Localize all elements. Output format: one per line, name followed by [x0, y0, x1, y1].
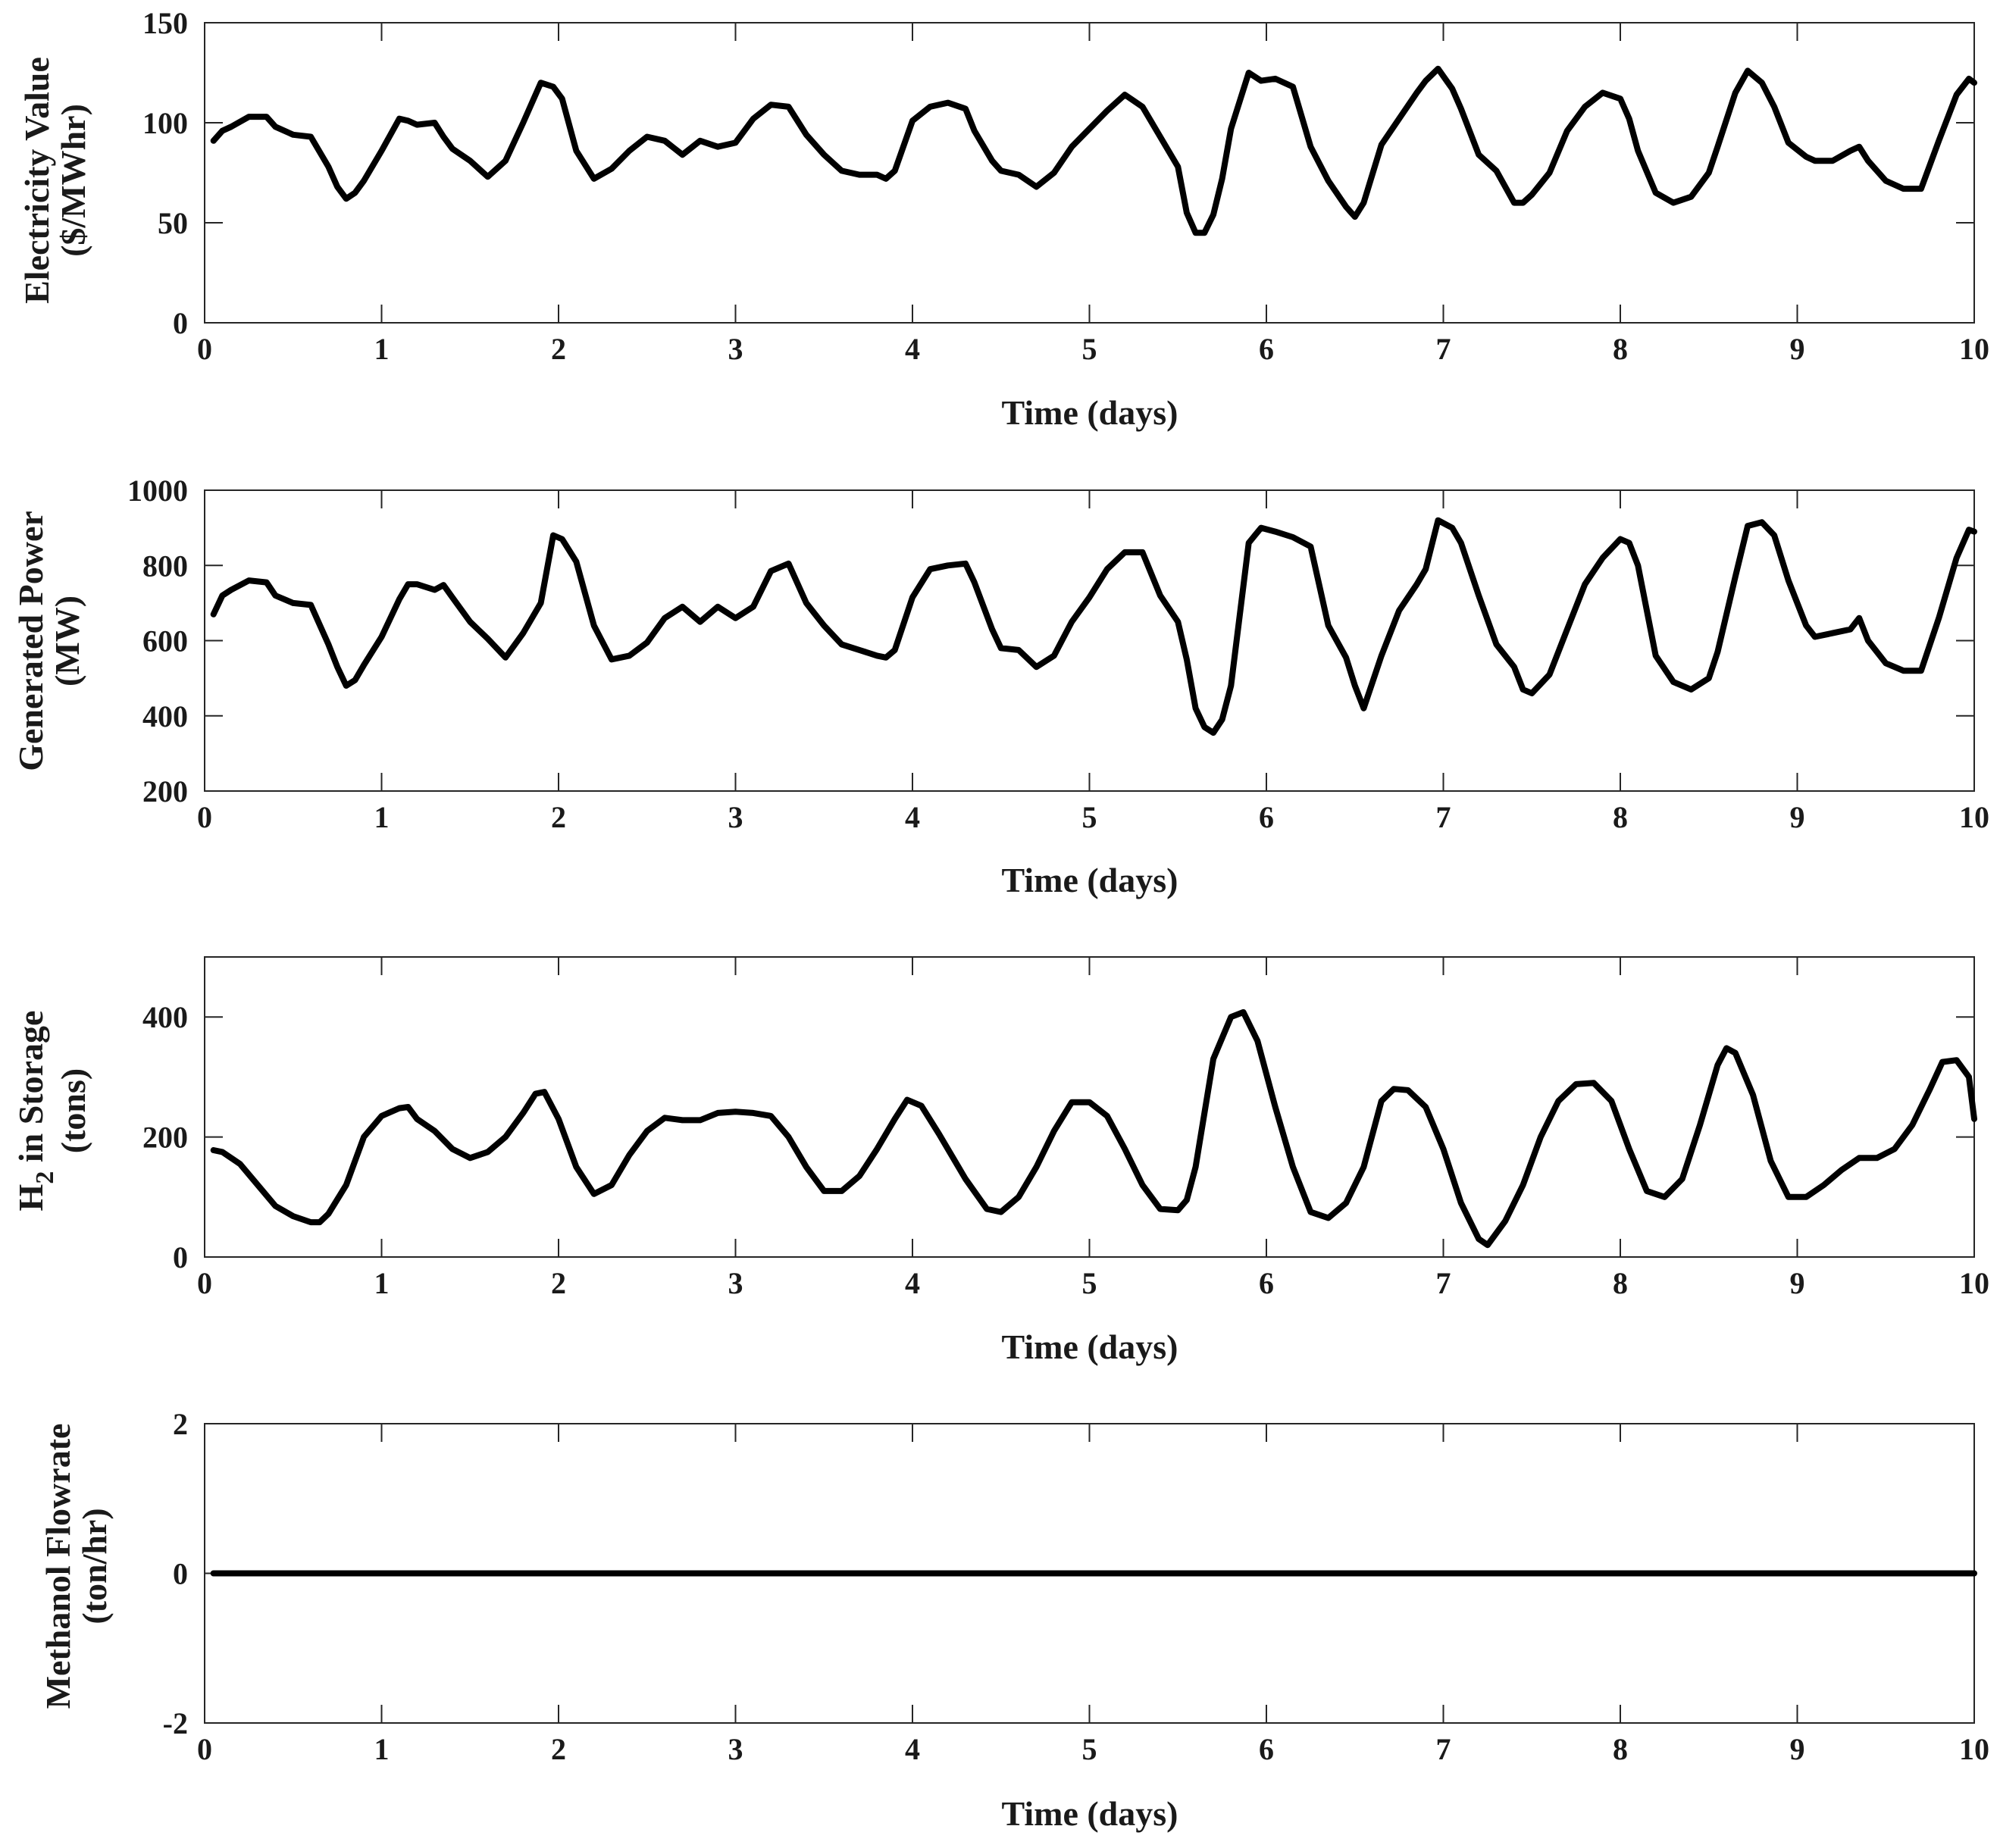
y-tick-label: 600: [142, 624, 188, 658]
x-tick-label: 1: [374, 1732, 390, 1766]
series-line: [210, 1008, 1977, 1249]
x-tick-label: 4: [905, 1732, 920, 1766]
x-axis-title: Time (days): [1002, 393, 1178, 432]
series-line: [210, 517, 1977, 736]
x-tick-label: 1: [374, 332, 390, 366]
x-tick-label: 4: [905, 332, 920, 366]
x-tick-label: 10: [1959, 800, 1989, 834]
panel-h2-storage: H2 in Storage (tons) Time (days) 0 1 2 3 4 5 6…: [11, 956, 1989, 1366]
panel-electricity-value: Electricity Value ($/MWhr) Time (days) 0…: [17, 6, 1989, 432]
x-tick-label: 10: [1959, 332, 1989, 366]
x-tick-label: 2: [551, 332, 566, 366]
x-tick-label: 0: [197, 332, 212, 366]
y-tick-label: 200: [142, 774, 188, 808]
x-tick-label: 3: [728, 800, 743, 834]
y-axis-title-line1: H2 in Storage: [11, 1011, 59, 1212]
x-tick-label: 6: [1259, 332, 1274, 366]
y-tick-label: 0: [173, 306, 188, 340]
x-tick-label: 1: [374, 800, 390, 834]
y-tick-label: 0: [173, 1557, 188, 1591]
y-tick-label: 400: [142, 1000, 188, 1034]
y-tick-label: 50: [158, 206, 188, 240]
x-tick-label: 0: [197, 1266, 212, 1300]
x-tick-label: 9: [1790, 800, 1805, 834]
series-line: [210, 65, 1977, 236]
x-tick-label: 4: [905, 800, 920, 834]
y-tick-label: 100: [142, 106, 188, 140]
x-tick-label: 1: [374, 1266, 390, 1300]
y-tick-label: 400: [142, 699, 188, 733]
x-tick-label: 2: [551, 1266, 566, 1300]
x-tick-label: 6: [1259, 800, 1274, 834]
x-tick-label: 5: [1082, 332, 1097, 366]
x-tick-label: 3: [728, 332, 743, 366]
panel-methanol-flowrate: Methanol Flowrate (ton/hr) Time (days) 0…: [39, 1407, 1989, 1833]
x-tick-label: 7: [1436, 800, 1451, 834]
y-tick-label: 800: [142, 549, 188, 583]
y-tick-label: 1000: [127, 474, 188, 508]
x-tick-label: 7: [1436, 1732, 1451, 1766]
x-tick-label: 2: [551, 1732, 566, 1766]
x-axis-title: Time (days): [1002, 861, 1178, 899]
y-tick-label: -2: [163, 1706, 188, 1740]
y-axis-title-line1: Electricity Value: [17, 57, 56, 304]
x-tick-label: 5: [1082, 1732, 1097, 1766]
x-tick-label: 8: [1613, 800, 1628, 834]
x-tick-label: 7: [1436, 1266, 1451, 1300]
x-tick-label: 6: [1259, 1266, 1274, 1300]
x-tick-label: 4: [905, 1266, 920, 1300]
y-axis-title-line2: (MW): [48, 596, 86, 686]
y-axis-title-line1: Methanol Flowrate: [39, 1424, 77, 1709]
panel-generated-power: Generated Power (MW) Time (days) 0 1 2 3 4 5 6…: [11, 474, 1989, 899]
x-tick-label: 6: [1259, 1732, 1274, 1766]
y-tick-label: 0: [173, 1240, 188, 1274]
x-tick-label: 3: [728, 1732, 743, 1766]
x-tick-label: 10: [1959, 1732, 1989, 1766]
y-axis-title-line2: (ton/hr): [75, 1508, 114, 1624]
x-tick-label: 10: [1959, 1266, 1989, 1300]
x-tick-label: 3: [728, 1266, 743, 1300]
x-tick-label: 5: [1082, 1266, 1097, 1300]
x-tick-label: 7: [1436, 332, 1451, 366]
x-tick-label: 8: [1613, 1732, 1628, 1766]
y-axis-title-line2: (tons): [54, 1068, 92, 1153]
x-tick-label: 5: [1082, 800, 1097, 834]
x-tick-label: 9: [1790, 1266, 1805, 1300]
y-tick-label: 2: [173, 1407, 188, 1441]
x-axis-title: Time (days): [1002, 1327, 1178, 1366]
x-tick-label: 0: [197, 1732, 212, 1766]
y-tick-label: 150: [142, 6, 188, 40]
x-tick-label: 8: [1613, 332, 1628, 366]
x-tick-label: 2: [551, 800, 566, 834]
y-axis-title-line2: ($/MWhr): [54, 104, 92, 257]
y-tick-label: 200: [142, 1121, 188, 1155]
x-tick-label: 9: [1790, 332, 1805, 366]
x-tick-label: 8: [1613, 1266, 1628, 1300]
x-tick-label: 9: [1790, 1732, 1805, 1766]
x-tick-label: 0: [197, 800, 212, 834]
y-axis-title-line1: Generated Power: [11, 511, 50, 771]
x-axis-title: Time (days): [1002, 1794, 1178, 1833]
